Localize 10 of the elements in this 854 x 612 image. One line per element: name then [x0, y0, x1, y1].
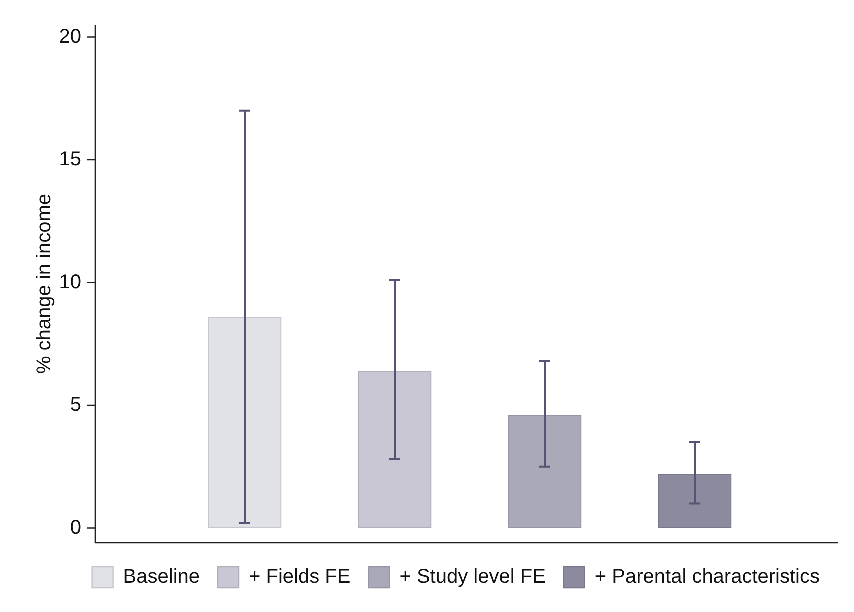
y-tick-label: 20 — [59, 26, 82, 48]
y-tick-label: 15 — [59, 148, 82, 171]
y-axis-title: % change in income — [34, 194, 56, 374]
legend-label: + Study level FE — [400, 566, 546, 588]
legend-label: Baseline — [123, 566, 200, 588]
legend-label: + Parental characteristics — [594, 566, 820, 588]
y-tick-label: 5 — [70, 394, 82, 416]
y-tick-label: 10 — [59, 271, 82, 294]
y-tick-label: 0 — [70, 516, 82, 539]
legend-label: + Fields FE — [249, 566, 351, 588]
